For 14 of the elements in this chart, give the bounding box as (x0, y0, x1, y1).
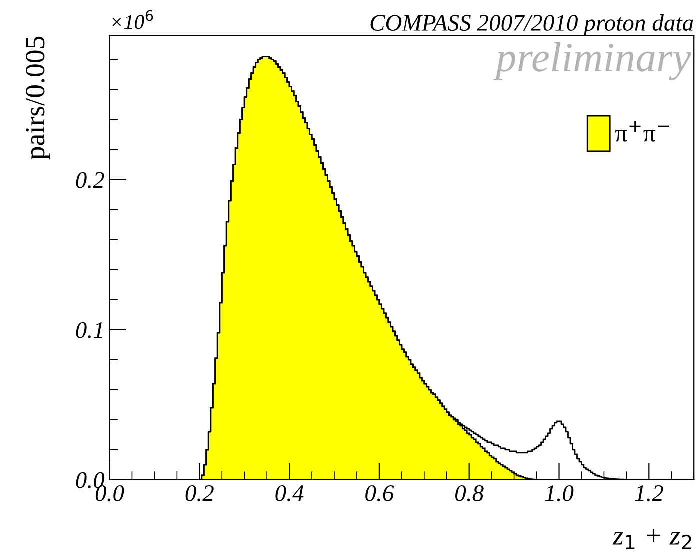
y-tick-label: 0.1 (76, 322, 102, 338)
y-axis-title: pairs/0.005 (26, 36, 50, 160)
text: ×10$^{6}$ (112, 10, 154, 30)
x-tick-label: 0.2 (186, 485, 214, 502)
x-tick-label: 0.4 (276, 485, 304, 502)
chart-title: COMPASS 2007/2010 proton data (370, 14, 694, 36)
x-tick-label: 0.6 (366, 485, 394, 502)
x-tick-label: 0.8 (456, 485, 484, 502)
x-axis-title: z$_{1}$ + z$_{2}$ (612, 529, 692, 550)
x-tick-label: 1.0 (545, 485, 574, 502)
annotation: preliminary (494, 42, 692, 80)
legend-label: π$^{+}$π$^{−}$ (615, 121, 669, 142)
y-tick-label: 0.2 (76, 172, 104, 188)
x-tick-label: 1.2 (635, 486, 664, 502)
